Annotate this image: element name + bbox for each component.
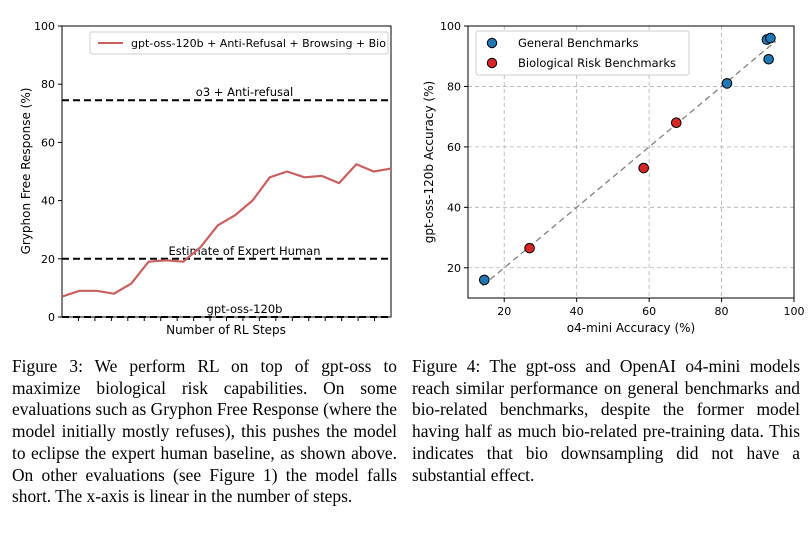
legend-label: gpt-oss-120b + Anti-Refusal + Browsing +… [131,37,386,50]
reference-line-label: o3 + Anti-refusal [196,85,293,99]
general-benchmark-point [721,78,733,89]
y-tick-label: 100 [34,20,55,33]
bio-benchmark-point [670,117,682,129]
legend-box [89,31,389,55]
reference-line-label: Estimate of Expert Human [168,244,320,258]
legend-label-bio: Biological Risk Benchmarks [518,56,676,70]
general-benchmark-point [765,32,776,44]
y-tick-label: 20 [447,262,461,275]
series-lines [61,163,392,298]
bio-benchmark-point [524,242,535,254]
rl-steps-line-chart: 0 20 40 60 80 100 o3 + Anti-refusal Estimate o… [19,20,392,337]
plot-frame [467,25,795,299]
x-tick-label: 60 [642,305,656,318]
figure-4-caption: Figure 4: The gpt-oss and OpenAI o4-mini… [412,356,800,485]
y-tick-label: 60 [447,141,461,154]
legend-marker-general [486,37,498,49]
y-tick-label: 20 [41,253,55,266]
reference-lines: o3 + Anti-refusal Estimate of Expert Huma… [62,85,391,318]
x-tick-label: 80 [715,305,729,318]
legend-box [475,30,690,76]
legend: gpt-oss-120b + Anti-Refusal + Browsing +… [89,31,389,55]
x-axis-label: Number of RL Steps [166,323,286,337]
figure-3-caption: Figure 3: We perform RL on top of gpt-os… [12,356,397,507]
y-tick-label: 40 [41,195,55,208]
y-axis: 20 40 60 80 100 [440,20,468,275]
x-tick-label: 100 [784,305,805,318]
legend: General Benchmarks Biological Risk Bench… [475,30,690,76]
y-tick-label: 40 [447,201,461,214]
x-tick-label: 40 [570,305,584,318]
bio-benchmark-point [638,162,649,174]
y-tick-label: 80 [447,80,461,93]
general-benchmark-point [763,53,774,65]
x-axis-label: o4-mini Accuracy (%) [567,321,695,335]
general-benchmark-point [479,274,490,286]
y-tick-label: 60 [41,136,55,149]
plot-frame [61,25,392,318]
series-line [61,163,392,298]
accuracy-scatter-chart: 20 40 60 80 100 20 40 60 80 100 General Benchmar… [422,20,805,335]
y-tick-label: 100 [440,20,461,33]
y-axis-label: Gryphon Free Response (%) [19,88,33,255]
legend-marker-bio [486,57,498,69]
x-axis: 20 40 60 80 100 [497,298,805,318]
y-tick-label: 0 [48,311,55,324]
y-axis-label: gpt-oss-120b Accuracy (%) [422,81,436,243]
y-axis: 0 20 40 60 80 100 [34,20,62,324]
legend-label-general: General Benchmarks [518,36,638,50]
x-tick-label: 20 [497,305,511,318]
y-tick-label: 80 [41,78,55,91]
reference-line-label: gpt-oss-120b [207,302,283,316]
series-points [479,32,776,286]
